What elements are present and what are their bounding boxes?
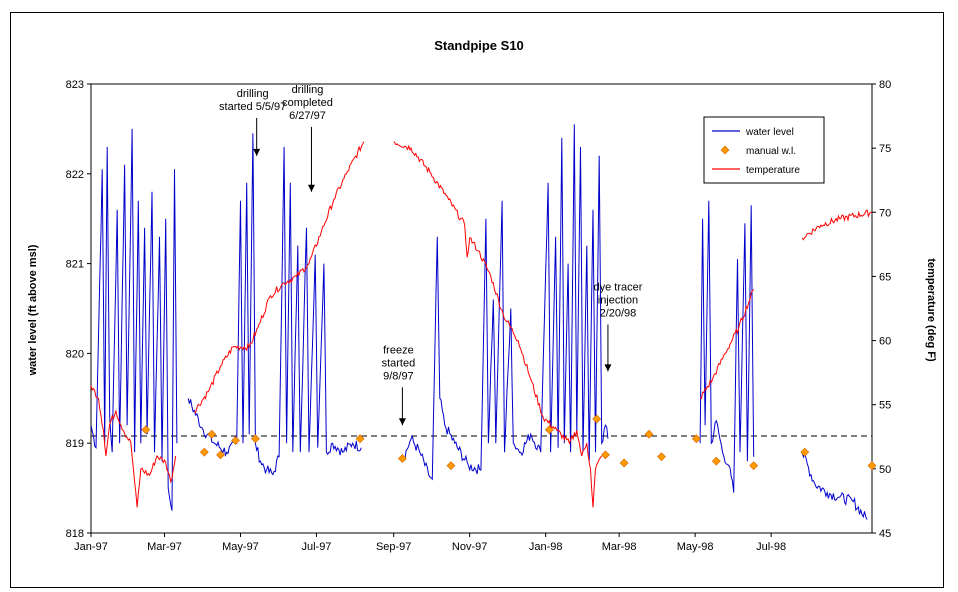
water-level-line <box>801 451 868 520</box>
manual-wl-point <box>397 454 407 463</box>
y-tick-label: 823 <box>66 79 84 91</box>
y-tick-label: 818 <box>66 528 84 540</box>
x-tick-label: Sep-97 <box>376 541 411 553</box>
y2-tick-label: 80 <box>879 79 891 91</box>
manual-wl-point <box>657 452 666 462</box>
y2-tick-label: 65 <box>879 271 891 283</box>
annotation-text: 2/20/98 <box>600 307 637 319</box>
x-tick-label: Nov-97 <box>452 541 487 553</box>
annotation-text: completed <box>282 97 333 109</box>
water-level-line <box>187 133 362 476</box>
legend-entry: water level <box>745 127 794 138</box>
legend: water level manual w.l. temperature <box>703 116 825 184</box>
water-level-line <box>699 200 755 493</box>
manual-wl-point <box>216 450 225 460</box>
manual-wl-point <box>592 414 602 424</box>
y2-axis-label: temperature (deg F) <box>925 258 937 362</box>
y2-tick-label: 60 <box>879 336 891 348</box>
y2-tick-label: 75 <box>879 143 891 155</box>
annotation-text: drilling <box>292 84 324 96</box>
annotation-text: 9/8/97 <box>383 370 414 382</box>
manual-wl-point <box>231 436 240 445</box>
y-tick-label: 820 <box>66 348 84 360</box>
y2-tick-label: 70 <box>879 207 891 219</box>
annotation-text: started 5/5/97 <box>219 101 286 113</box>
annotation-text: freeze <box>383 344 414 356</box>
temperature-line <box>90 385 177 508</box>
manual-wl-point <box>749 461 759 471</box>
x-tick-label: Jul-97 <box>301 541 331 553</box>
annotation-text: 6/27/97 <box>289 110 326 122</box>
manual-wl-point <box>619 458 629 468</box>
temperature-line <box>194 141 365 414</box>
manual-wl-point <box>199 447 209 457</box>
manual-wl-point <box>711 456 721 466</box>
legend-marker-manual <box>720 145 730 155</box>
x-tick-label: May-98 <box>677 541 714 553</box>
annotation-arrowhead <box>398 418 406 426</box>
annotation-text: started <box>382 357 416 369</box>
x-tick-label: Jan-98 <box>529 541 563 553</box>
manual-wl-point <box>355 434 365 444</box>
manual-wl-point <box>141 425 151 435</box>
legend-entry: temperature <box>746 165 800 176</box>
manual-wl-point <box>207 429 217 439</box>
x-tick-label: Jul-98 <box>756 541 786 553</box>
annotation-text: injection <box>598 294 638 306</box>
x-tick-label: Mar-98 <box>602 541 637 553</box>
manual-wl-point <box>867 461 877 471</box>
y2-tick-label: 45 <box>879 528 891 540</box>
manual-wl-point <box>446 461 456 471</box>
manual-wl-point <box>691 434 701 444</box>
chart-frame <box>10 12 944 588</box>
manual-wl-point <box>800 447 810 457</box>
y2-tick-label: 55 <box>879 400 891 412</box>
temperature-line <box>393 141 603 508</box>
y-tick-label: 822 <box>66 169 84 181</box>
x-tick-label: Jan-97 <box>74 541 108 553</box>
y-tick-label: 821 <box>66 259 84 271</box>
y-axis-label: water level (ft above msl) <box>27 244 39 376</box>
annotation-arrowhead <box>604 364 612 372</box>
annotation-text: drilling <box>237 88 269 100</box>
x-tick-label: Mar-97 <box>147 541 182 553</box>
annotation-arrowhead <box>253 148 261 156</box>
x-tick-label: May-97 <box>222 541 259 553</box>
manual-wl-point <box>601 450 610 460</box>
manual-wl-point <box>644 429 654 439</box>
manual-wl-point <box>250 434 260 444</box>
annotation-arrowhead <box>307 184 315 192</box>
annotation-text: dye tracer <box>593 281 642 293</box>
water-level-line <box>402 124 609 481</box>
temperature-line <box>699 288 755 400</box>
chart-title: Standpipe S10 <box>434 38 524 53</box>
y2-tick-label: 50 <box>879 464 891 476</box>
temperature-line <box>801 209 872 241</box>
legend-entry: manual w.l. <box>746 146 796 157</box>
plot-border <box>90 83 873 534</box>
water-level-line <box>90 128 178 511</box>
plot-area: 818 819 820 821 822 823 45 50 55 60 65 70 75 80 Jan-97… <box>66 79 892 553</box>
y-tick-label: 819 <box>66 438 84 450</box>
